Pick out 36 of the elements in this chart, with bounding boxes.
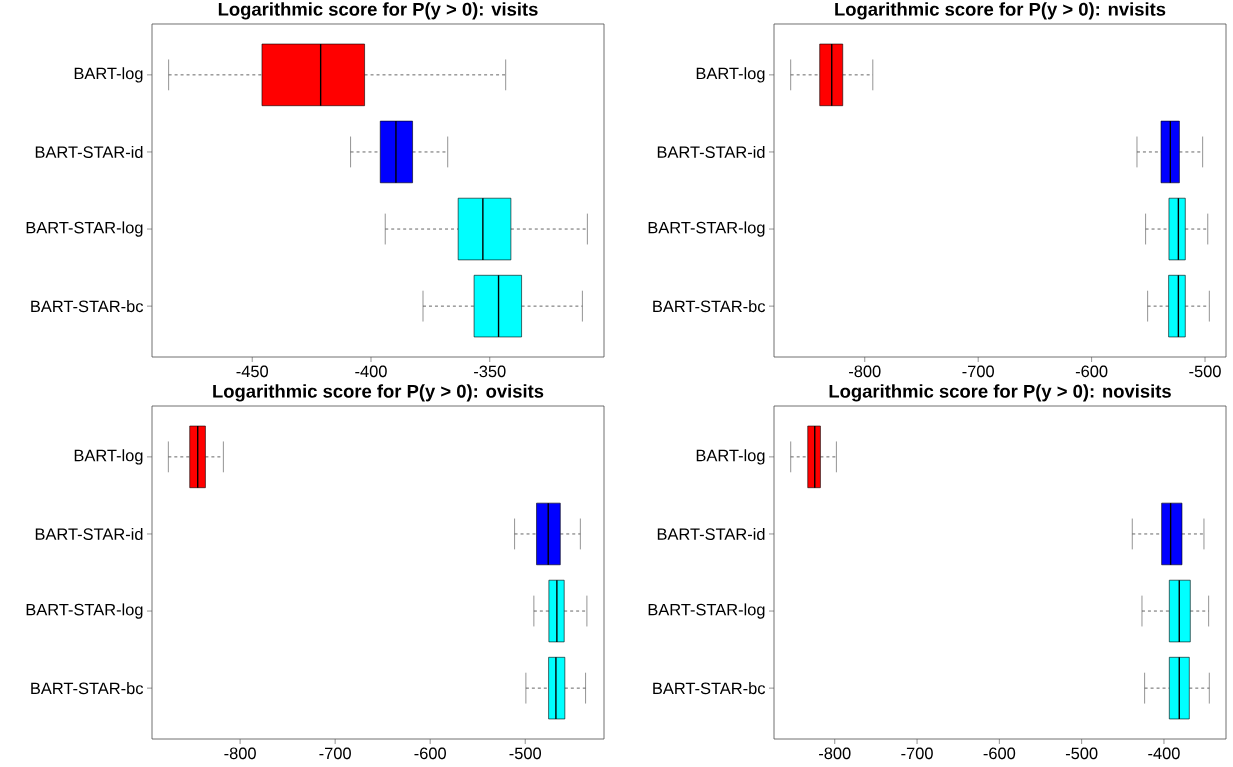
x-tick-label: -450 [236, 365, 269, 378]
x-tick-label: -800 [849, 365, 881, 378]
x-tick-label: -500 [1189, 365, 1221, 378]
y-tick-label: BART-STAR-bc [31, 300, 144, 313]
x-tick-label: -400 [1148, 747, 1180, 760]
chart-title: Logarithmic score for P(y > 0): ovisits [213, 384, 544, 402]
chart-title: Logarithmic score for P(y > 0): visits [218, 2, 538, 20]
x-tick-label: -700 [962, 365, 994, 378]
x-tick-label: -600 [1075, 365, 1108, 378]
x-tick-label: -600 [983, 747, 1016, 760]
y-tick-label: BART-STAR-log [648, 603, 765, 619]
x-tick-label: -500 [509, 747, 542, 760]
x-tick-label: -700 [901, 747, 933, 760]
chart-title: Logarithmic score for P(y > 0): nvisits [835, 2, 1166, 20]
y-tick-label: BART-STAR-id [657, 527, 765, 540]
x-tick-label: -800 [819, 747, 851, 760]
y-tick-label: BART-STAR-bc [31, 682, 144, 695]
x-tick-label: -400 [355, 365, 387, 378]
y-tick-label: BART-log [74, 67, 143, 83]
y-tick-label: BART-STAR-log [648, 221, 765, 237]
y-tick-label: BART-log [74, 449, 143, 465]
x-tick-label: -350 [474, 365, 506, 378]
y-tick-label: BART-STAR-log [26, 603, 143, 619]
x-tick-label: -600 [414, 747, 446, 760]
x-tick-label: -500 [1065, 747, 1098, 760]
y-tick-label: BART-STAR-bc [653, 300, 766, 313]
y-tick-label: BART-STAR-bc [653, 682, 766, 695]
y-tick-label: BART-STAR-log [26, 221, 143, 237]
x-tick-label: -700 [319, 747, 351, 760]
y-tick-label: BART-STAR-id [35, 145, 143, 158]
x-tick-label: -800 [224, 747, 256, 760]
y-tick-label: BART-STAR-id [35, 527, 143, 540]
chart-title: Logarithmic score for P(y > 0): novisits [829, 384, 1171, 402]
y-tick-label: BART-STAR-id [657, 145, 765, 158]
y-tick-label: BART-log [696, 449, 765, 465]
y-tick-label: BART-log [696, 67, 765, 83]
